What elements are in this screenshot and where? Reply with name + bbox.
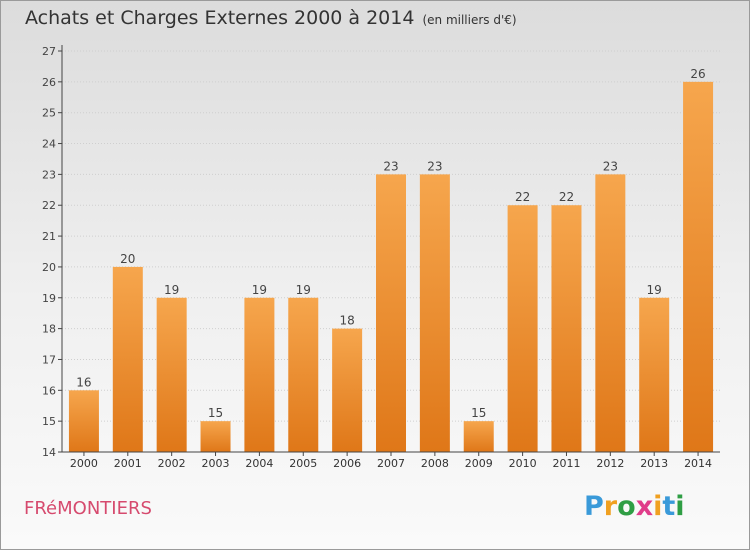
logo-letter: o bbox=[617, 491, 636, 522]
bar-value-label: 19 bbox=[164, 283, 179, 297]
proxiti-logo: Proxiti bbox=[584, 491, 685, 522]
y-tick-label: 16 bbox=[42, 384, 56, 397]
bars bbox=[68, 81, 714, 452]
bar bbox=[376, 174, 406, 452]
bar bbox=[463, 421, 494, 452]
bar-value-label: 26 bbox=[690, 67, 705, 81]
bar-value-label: 15 bbox=[471, 406, 486, 420]
y-tick-label: 23 bbox=[42, 168, 56, 181]
bar-value-label: 19 bbox=[296, 283, 311, 297]
logo-letter: i bbox=[675, 491, 685, 522]
bar bbox=[288, 297, 319, 452]
x-tick-label: 2001 bbox=[114, 457, 142, 470]
x-tick-label: 2007 bbox=[377, 457, 405, 470]
x-tick-label: 2002 bbox=[158, 457, 186, 470]
chart-title-block: Achats et Charges Externes 2000 à 2014 (e… bbox=[25, 7, 517, 29]
x-tick-label: 2010 bbox=[509, 457, 537, 470]
y-tick-label: 24 bbox=[42, 138, 56, 151]
y-tick-label: 17 bbox=[42, 353, 56, 366]
logo-letter: t bbox=[662, 491, 676, 522]
bar bbox=[156, 297, 187, 452]
x-tick-label: 2011 bbox=[552, 457, 580, 470]
bar-value-label: 23 bbox=[603, 159, 618, 173]
x-tick-label: 2000 bbox=[70, 457, 98, 470]
bar bbox=[507, 205, 538, 452]
y-tick-label: 14 bbox=[42, 446, 56, 459]
logo-letter: r bbox=[603, 491, 618, 522]
bar bbox=[332, 328, 363, 452]
bar bbox=[595, 174, 626, 452]
logo-letter: P bbox=[584, 491, 604, 522]
x-tick-label: 2004 bbox=[245, 457, 273, 470]
y-tick-label: 21 bbox=[42, 230, 56, 243]
x-tick-label: 2013 bbox=[640, 457, 668, 470]
x-tick-label: 2005 bbox=[289, 457, 317, 470]
chart-title: Achats et Charges Externes 2000 à 2014 bbox=[25, 7, 415, 29]
y-tick-label: 22 bbox=[42, 199, 56, 212]
x-tick-label: 2008 bbox=[421, 457, 449, 470]
bar-value-label: 22 bbox=[515, 190, 530, 204]
bar-value-label: 16 bbox=[76, 375, 91, 389]
x-tick-label: 2012 bbox=[596, 457, 624, 470]
bar-value-label: 19 bbox=[647, 283, 662, 297]
bar bbox=[639, 297, 670, 452]
bar bbox=[200, 421, 231, 452]
y-tick-label: 26 bbox=[42, 76, 56, 89]
x-tick-label: 2006 bbox=[333, 457, 361, 470]
y-tick-label: 27 bbox=[42, 45, 56, 58]
commune-name: FRéMONTIERS bbox=[24, 498, 152, 519]
x-tick-label: 2009 bbox=[465, 457, 493, 470]
bar bbox=[112, 266, 143, 452]
y-tick-label: 20 bbox=[42, 261, 56, 274]
bar bbox=[683, 81, 714, 452]
y-tick-label: 18 bbox=[42, 323, 56, 336]
chart-unit-note: (en milliers d'€) bbox=[422, 13, 517, 27]
data-labels: 16 20 19 15 19 19 18 23 23 15 22 22 23 19 26 bbox=[76, 67, 705, 420]
bar-value-label: 18 bbox=[339, 314, 354, 328]
bar-value-label: 23 bbox=[383, 159, 398, 173]
x-tick-label: 2014 bbox=[684, 457, 712, 470]
y-tick-label: 15 bbox=[42, 415, 56, 428]
bar-value-label: 15 bbox=[208, 406, 223, 420]
y-tick-label: 25 bbox=[42, 107, 56, 120]
bar bbox=[419, 174, 450, 452]
bar bbox=[68, 390, 99, 452]
logo-letter: x bbox=[635, 491, 654, 522]
bar-value-label: 19 bbox=[252, 283, 267, 297]
bar bbox=[551, 205, 582, 452]
bar-value-label: 23 bbox=[427, 159, 442, 173]
axes: 14 15 16 17 18 19 20 21 22 23 24 25 26 27 2000 2001 2002… bbox=[42, 45, 720, 470]
y-tick-label: 19 bbox=[42, 292, 56, 305]
bar-value-label: 20 bbox=[120, 252, 135, 266]
bar-value-label: 22 bbox=[559, 190, 574, 204]
x-tick-label: 2003 bbox=[202, 457, 230, 470]
logo-letter: i bbox=[653, 491, 663, 522]
bar bbox=[244, 297, 275, 452]
